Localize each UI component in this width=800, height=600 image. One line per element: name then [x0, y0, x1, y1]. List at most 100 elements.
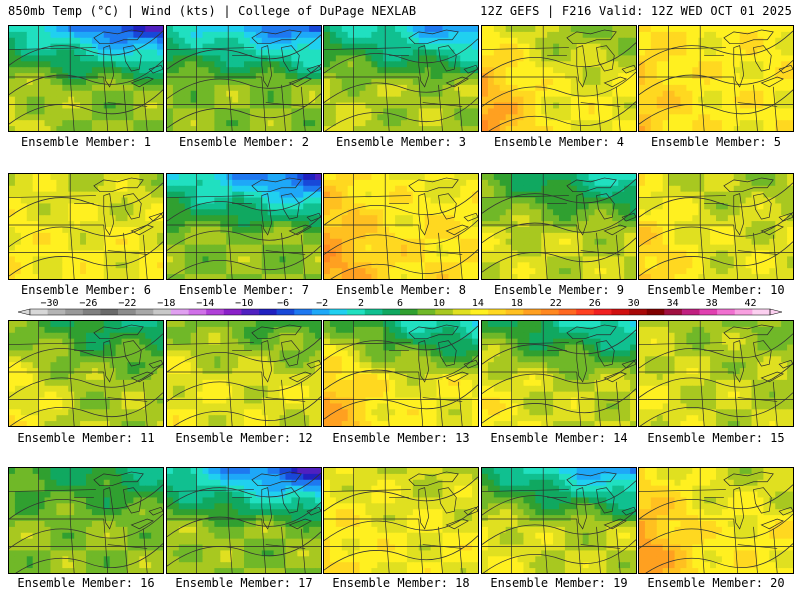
- colorbar-swatch: [329, 309, 348, 315]
- colorbar-swatch: [259, 309, 277, 315]
- ensemble-member-map[interactable]: [323, 25, 479, 132]
- height-contours: [482, 480, 636, 573]
- ensemble-member-map[interactable]: [8, 467, 164, 574]
- height-contours: [9, 182, 163, 277]
- colorbar-swatch: [170, 309, 189, 315]
- height-contours: [324, 190, 478, 279]
- ensemble-member-map[interactable]: [638, 173, 794, 280]
- ensemble-member-map[interactable]: [481, 320, 637, 427]
- colorbar-swatch: [470, 309, 489, 315]
- ensemble-member-map[interactable]: [481, 467, 637, 574]
- temperature-field: [639, 26, 793, 131]
- header-title: 850mb Temp (°C) | Wind (kts) | College o…: [8, 4, 417, 18]
- temperature-field: [482, 321, 636, 426]
- height-contours: [324, 38, 478, 131]
- ensemble-member-map[interactable]: [481, 173, 637, 280]
- map-boundaries: [324, 468, 478, 573]
- ensemble-member-map[interactable]: [323, 320, 479, 427]
- ensemble-member-map[interactable]: [481, 25, 637, 132]
- ensemble-member-map[interactable]: [638, 320, 794, 427]
- colorbar-swatch: [82, 309, 101, 315]
- colorbar-tick-label: 6: [397, 298, 403, 309]
- ensemble-member-label: Ensemble Member: 12: [175, 431, 313, 445]
- ensemble-member-map[interactable]: [166, 173, 322, 280]
- temperature-field: [9, 174, 163, 279]
- colorbar-tick-label: 34: [667, 298, 679, 309]
- temperature-field: [324, 468, 478, 573]
- colorbar-min-arrow: [17, 308, 31, 316]
- colorbar-tick-label: 38: [706, 298, 718, 309]
- ensemble-member-label: Ensemble Member: 2: [178, 135, 310, 149]
- map-boundaries: [324, 26, 478, 131]
- ensemble-member-map[interactable]: [323, 173, 479, 280]
- ensemble-member-label: Ensemble Member: 16: [17, 576, 155, 590]
- temperature-field: [9, 26, 163, 131]
- colorbar-graphic: −30 −26 −22 −18 −14 −10 −6 −2 2 6 10 14 18 22 26 30 34 38…: [17, 298, 783, 316]
- map-boundaries: [482, 468, 636, 573]
- height-contours: [482, 178, 636, 273]
- colorbar-tick-label: −6: [277, 298, 289, 309]
- height-contours: [639, 484, 793, 573]
- height-contours: [167, 34, 321, 129]
- height-contours: [482, 42, 636, 131]
- ensemble-member-label: Ensemble Member: 3: [335, 135, 467, 149]
- colorbar-swatch: [417, 309, 436, 315]
- colorbar-tick-label: −30: [40, 298, 58, 309]
- ensemble-member-map[interactable]: [8, 320, 164, 427]
- ensemble-member-label: Ensemble Member: 11: [17, 431, 155, 445]
- ensemble-member-map[interactable]: [8, 173, 164, 280]
- colorbar-tick-label: 42: [745, 298, 757, 309]
- colorbar-swatch: [699, 309, 718, 315]
- map-boundaries: [639, 26, 793, 131]
- temperature-field: [482, 174, 636, 279]
- header-run-info: 12Z GEFS | F216 Valid: 12Z WED OCT 01 20…: [480, 4, 792, 18]
- ensemble-member-label: Ensemble Member: 6: [20, 283, 152, 297]
- map-boundaries: [167, 26, 321, 131]
- map-boundaries: [482, 26, 636, 131]
- ensemble-member-label: Ensemble Member: 5: [650, 135, 782, 149]
- colorbar-swatch: [452, 309, 471, 315]
- colorbar-swatch: [311, 309, 330, 315]
- colorbar-swatch: [664, 309, 683, 315]
- colorbar-swatch: [717, 309, 736, 315]
- ensemble-member-map[interactable]: [638, 25, 794, 132]
- colorbar-swatch: [223, 309, 242, 315]
- ensemble-member-label: Ensemble Member: 10: [647, 283, 785, 297]
- height-contours: [639, 30, 793, 125]
- ensemble-member-map[interactable]: [8, 25, 164, 132]
- map-boundaries: [324, 321, 478, 426]
- ensemble-member-label: Ensemble Member: 9: [493, 283, 625, 297]
- colorbar-swatch: [100, 309, 119, 315]
- ensemble-member-label: Ensemble Member: 15: [647, 431, 785, 445]
- colorbar-swatch: [752, 309, 771, 315]
- height-contours: [324, 325, 478, 420]
- temperature-field: [482, 26, 636, 131]
- ensemble-member-map[interactable]: [166, 320, 322, 427]
- ensemble-member-label: Ensemble Member: 4: [493, 135, 625, 149]
- temperature-field: [167, 26, 321, 131]
- colorbar-swatch: [734, 309, 753, 315]
- height-contours: [9, 333, 163, 426]
- ensemble-member-label: Ensemble Member: 8: [335, 283, 467, 297]
- colorbar-swatch: [135, 309, 154, 315]
- colorbar-swatch: [681, 309, 700, 315]
- ensemble-member-label: Ensemble Member: 13: [332, 431, 470, 445]
- temperature-field: [324, 26, 478, 131]
- ensemble-member-map[interactable]: [166, 467, 322, 574]
- map-boundaries: [167, 174, 321, 279]
- ensemble-member-map[interactable]: [638, 467, 794, 574]
- colorbar-tick-label: −2: [316, 298, 328, 309]
- colorbar-swatch: [382, 309, 401, 315]
- ensemble-member-label: Ensemble Member: 1: [20, 135, 152, 149]
- ensemble-member-label: Ensemble Member: 7: [178, 283, 310, 297]
- colorbar-swatch: [576, 309, 595, 315]
- temperature-field: [324, 174, 478, 279]
- map-boundaries: [9, 174, 163, 279]
- ensemble-member-map[interactable]: [323, 467, 479, 574]
- ensemble-member-label: Ensemble Member: 18: [332, 576, 470, 590]
- temperature-field: [324, 321, 478, 426]
- ensemble-member-map[interactable]: [166, 25, 322, 132]
- colorbar-swatch: [118, 309, 137, 315]
- temperature-field: [167, 321, 321, 426]
- colorbar-tick-label: −14: [196, 298, 214, 309]
